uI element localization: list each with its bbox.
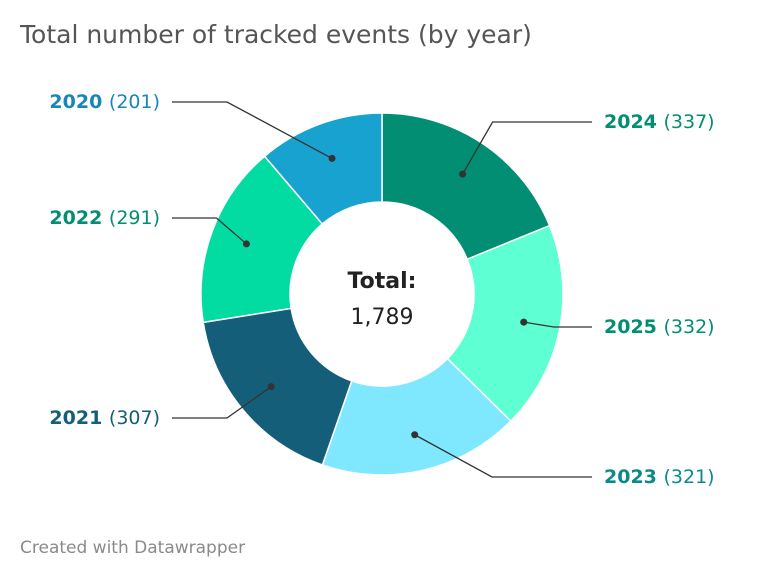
slice-label-value: (337) bbox=[664, 111, 715, 133]
slice-label-value: (291) bbox=[109, 207, 160, 229]
center-total-label: Total: bbox=[348, 269, 417, 294]
leader-line-2020 bbox=[172, 101, 333, 159]
slice-2022 bbox=[200, 155, 324, 324]
slice-2024 bbox=[381, 112, 551, 261]
slice-2020 bbox=[263, 112, 383, 226]
slice-label-value: (201) bbox=[109, 91, 160, 113]
slice-label-2025: 2025 (332) bbox=[604, 316, 715, 338]
chart-title: Total number of tracked events (by year) bbox=[20, 20, 532, 49]
slice-2021 bbox=[202, 307, 353, 466]
leader-dot-2020 bbox=[328, 154, 336, 162]
leader-line-2022 bbox=[172, 217, 247, 245]
slice-label-value: (321) bbox=[664, 466, 715, 488]
slice-label-2022: 2022 (291) bbox=[49, 207, 160, 229]
slice-2023 bbox=[321, 357, 512, 476]
credit-text: Created with Datawrapper bbox=[20, 538, 246, 558]
slice-label-year: 2022 bbox=[49, 207, 109, 229]
leader-line-2025 bbox=[523, 321, 592, 328]
leader-dot-2022 bbox=[242, 240, 250, 248]
slice-2025 bbox=[446, 224, 564, 423]
slice-label-2020: 2020 (201) bbox=[49, 91, 160, 113]
slice-label-value: (332) bbox=[664, 316, 715, 338]
slice-label-2021: 2021 (307) bbox=[49, 407, 160, 429]
slice-labels: 2024 (337) 2025 (332) 2023 (321) 2021 (307)… bbox=[49, 91, 714, 488]
leader-dot-2024 bbox=[459, 170, 467, 178]
leader-line-2023 bbox=[414, 434, 592, 478]
slice-label-2023: 2023 (321) bbox=[604, 466, 715, 488]
slice-label-year: 2020 bbox=[49, 91, 109, 113]
center-total-value: 1,789 bbox=[351, 305, 414, 330]
slice-label-year: 2024 bbox=[604, 111, 664, 133]
leader-line-2021 bbox=[172, 386, 272, 419]
slice-label-year: 2025 bbox=[604, 316, 664, 338]
slice-label-value: (307) bbox=[109, 407, 160, 429]
leader-dot-2025 bbox=[520, 318, 528, 326]
slice-label-2024: 2024 (337) bbox=[604, 111, 715, 133]
leader-dot-2023 bbox=[411, 431, 419, 439]
slice-label-year: 2021 bbox=[49, 407, 109, 429]
leader-dot-2021 bbox=[267, 383, 275, 391]
leader-line-2024 bbox=[462, 121, 592, 175]
slice-label-year: 2023 bbox=[604, 466, 664, 488]
leader-lines bbox=[172, 101, 592, 478]
donut-slices bbox=[200, 112, 564, 476]
